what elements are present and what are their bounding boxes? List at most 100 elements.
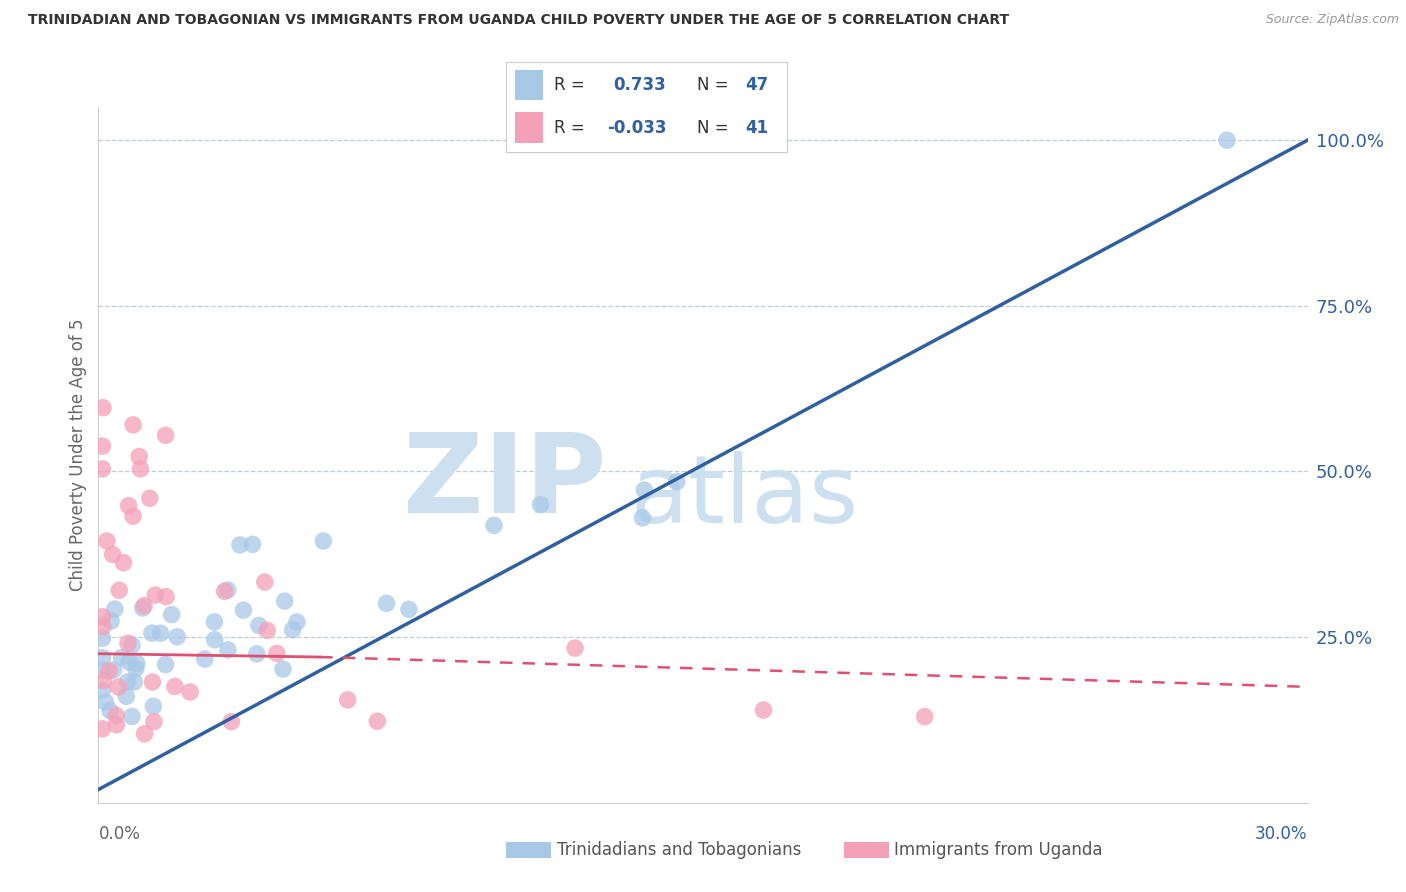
Point	[1216, 133, 1239, 147]
Text: 41: 41	[745, 119, 768, 136]
Point	[134, 599, 156, 613]
Point	[122, 674, 145, 689]
Point	[179, 685, 201, 699]
Point	[229, 538, 252, 552]
Point	[214, 584, 236, 599]
Point	[128, 450, 150, 464]
Point	[246, 647, 269, 661]
Point	[752, 703, 775, 717]
Text: N =: N =	[697, 76, 728, 94]
Point	[564, 641, 586, 656]
Text: R =: R =	[554, 76, 585, 94]
Point	[163, 680, 186, 694]
Point	[217, 643, 239, 657]
Point	[160, 607, 183, 622]
Point	[155, 428, 177, 442]
Point	[633, 483, 655, 498]
Point	[117, 674, 139, 689]
Point	[242, 537, 264, 551]
Point	[665, 475, 688, 489]
Point	[143, 588, 166, 602]
Point	[482, 518, 505, 533]
Point	[194, 652, 217, 666]
Point	[398, 602, 420, 616]
Point	[141, 626, 163, 640]
Point	[94, 695, 117, 709]
Point	[141, 675, 163, 690]
Point	[91, 683, 114, 698]
Point	[121, 638, 143, 652]
Point	[97, 664, 120, 678]
Point	[91, 609, 114, 624]
Text: 30.0%: 30.0%	[1256, 825, 1308, 843]
Text: R =: R =	[554, 119, 585, 136]
Bar	[515, 70, 543, 100]
Point	[132, 601, 155, 615]
Point	[631, 511, 654, 525]
Point	[142, 699, 165, 714]
Point	[122, 417, 145, 432]
Text: TRINIDADIAN AND TOBAGONIAN VS IMMIGRANTS FROM UGANDA CHILD POVERTY UNDER THE AGE: TRINIDADIAN AND TOBAGONIAN VS IMMIGRANTS…	[28, 13, 1010, 28]
Point	[217, 583, 239, 598]
Point	[134, 727, 156, 741]
Text: atlas: atlas	[630, 450, 859, 542]
Point	[91, 650, 114, 665]
Point	[221, 714, 243, 729]
Text: Source: ZipAtlas.com: Source: ZipAtlas.com	[1265, 13, 1399, 27]
Point	[125, 657, 148, 671]
Point	[104, 602, 127, 616]
Point	[105, 708, 128, 723]
Point	[129, 462, 152, 476]
Point	[118, 655, 141, 669]
Point	[204, 615, 226, 629]
Text: Immigrants from Uganda: Immigrants from Uganda	[894, 841, 1102, 859]
Point	[366, 714, 388, 729]
Point	[256, 624, 278, 638]
Point	[103, 663, 125, 677]
Point	[149, 626, 172, 640]
Point	[112, 556, 135, 570]
Point	[155, 590, 177, 604]
Y-axis label: Child Poverty Under the Age of 5: Child Poverty Under the Age of 5	[69, 318, 87, 591]
Point	[91, 439, 114, 453]
Point	[232, 603, 254, 617]
Point	[91, 462, 114, 476]
Point	[100, 614, 122, 628]
Point	[142, 714, 165, 729]
Point	[91, 722, 114, 736]
Point	[914, 709, 936, 723]
Point	[105, 718, 128, 732]
Text: N =: N =	[697, 119, 728, 136]
Point	[247, 618, 270, 632]
Point	[98, 704, 121, 718]
Text: Trinidadians and Tobagonians: Trinidadians and Tobagonians	[557, 841, 801, 859]
Point	[375, 596, 398, 610]
Point	[125, 662, 148, 676]
Point	[253, 575, 276, 590]
Point	[96, 533, 118, 548]
Point	[155, 657, 177, 672]
Point	[204, 632, 226, 647]
Point	[166, 630, 188, 644]
Point	[101, 548, 124, 562]
Point	[266, 647, 288, 661]
Point	[285, 615, 308, 629]
Point	[122, 509, 145, 524]
Text: ZIP: ZIP	[404, 429, 606, 536]
Point	[91, 632, 114, 646]
Point	[281, 623, 304, 637]
Text: 47: 47	[745, 76, 769, 94]
Point	[93, 673, 115, 688]
Text: 0.0%: 0.0%	[98, 825, 141, 843]
Point	[336, 693, 359, 707]
Text: -0.033: -0.033	[607, 119, 666, 136]
Point	[139, 491, 162, 506]
Bar	[515, 112, 543, 143]
Text: 0.733: 0.733	[613, 76, 666, 94]
Point	[91, 663, 114, 677]
Point	[271, 662, 294, 676]
Point	[121, 709, 143, 723]
Point	[529, 498, 551, 512]
Point	[91, 401, 114, 415]
Point	[117, 636, 139, 650]
